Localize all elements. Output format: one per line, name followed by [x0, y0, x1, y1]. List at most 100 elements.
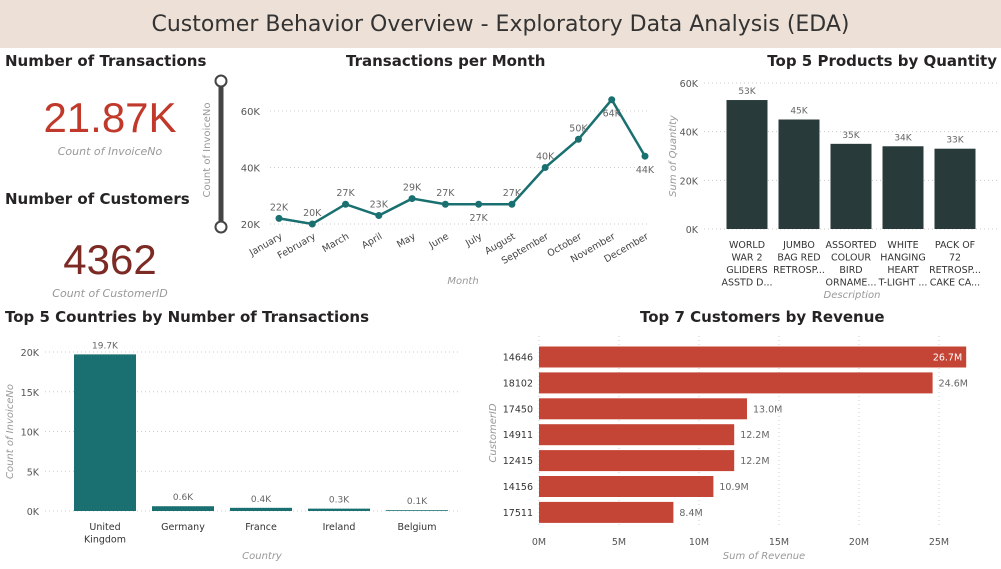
data-point	[375, 212, 383, 220]
data-label: 40K	[536, 152, 555, 163]
data-point	[308, 220, 316, 228]
y-tick-label: 20K	[241, 220, 261, 231]
y-tick-label: 20K	[680, 176, 699, 187]
bar	[882, 146, 924, 229]
slider-handle-bottom[interactable]	[214, 220, 228, 234]
y-tick-label: 17511	[503, 508, 533, 519]
y-axis-title: Sum of Quantity	[668, 114, 679, 197]
bar	[778, 119, 820, 229]
y-tick-label: 0K	[27, 507, 40, 518]
data-point	[275, 214, 283, 222]
bar	[152, 506, 214, 511]
line-chart-title: Transactions per Month	[346, 52, 546, 70]
slider-handle-top[interactable]	[214, 74, 228, 88]
kpi-transactions-title: Number of Transactions	[5, 52, 207, 70]
data-label: 34K	[894, 133, 912, 143]
data-label: 8.4M	[679, 508, 702, 519]
x-tick-label: Kingdom	[84, 535, 126, 546]
x-tick-label: BAG RED	[777, 253, 820, 264]
x-tick-label: CAKE CA...	[930, 278, 980, 289]
x-tick-label: T-LIGHT ...	[878, 278, 928, 289]
data-label: 33K	[946, 136, 964, 146]
x-tick-label: 0M	[532, 537, 546, 548]
data-label: 64K	[603, 109, 622, 120]
data-label: 27K	[469, 213, 488, 224]
data-label: 0.6K	[173, 493, 194, 503]
data-label: 35K	[842, 131, 860, 141]
data-label: 45K	[790, 107, 808, 117]
x-tick-label: June	[427, 231, 451, 251]
x-axis-title: Country	[242, 551, 283, 562]
report-title-bar: Customer Behavior Overview - Exploratory…	[0, 0, 1001, 48]
data-point	[541, 164, 549, 171]
x-tick-label: 72	[949, 253, 961, 264]
products-chart-title: Top 5 Products by Quantity	[767, 52, 997, 70]
x-tick-label: March	[320, 231, 351, 255]
bar	[726, 100, 768, 230]
data-point	[342, 200, 350, 208]
x-tick-label: WHITE	[887, 240, 918, 251]
customers-chart-title: Top 7 Customers by Revenue	[640, 308, 885, 326]
y-tick-label: 18102	[503, 378, 533, 389]
data-point	[408, 195, 416, 203]
data-label: 24.6M	[939, 378, 968, 389]
x-tick-label: Belgium	[398, 522, 437, 533]
y-tick-label: 60K	[241, 107, 261, 118]
data-point	[574, 135, 582, 143]
kpi-customers-title: Number of Customers	[5, 190, 190, 208]
x-tick-label: WORLD	[729, 240, 765, 251]
bar	[539, 476, 714, 497]
data-label: 53K	[738, 87, 756, 97]
x-tick-label: ORNAME...	[826, 278, 877, 289]
report-title: Customer Behavior Overview - Exploratory…	[151, 11, 850, 37]
data-label: 0.4K	[251, 495, 272, 505]
kpi-transactions-caption: Count of InvoiceNo	[57, 145, 163, 158]
y-axis-title: Count of InvoiceNo	[5, 384, 16, 479]
data-point	[508, 200, 516, 208]
data-label: 44K	[636, 165, 655, 176]
y-axis-title: CustomerID	[488, 403, 499, 463]
x-tick-label: 10M	[689, 537, 709, 548]
data-label: 22K	[270, 202, 289, 213]
x-tick-label: HEART	[887, 265, 919, 276]
data-label: 27K	[336, 188, 355, 199]
x-tick-label: WAR 2	[731, 253, 762, 264]
y-tick-label: 14156	[503, 482, 533, 493]
data-label: 12.2M	[740, 456, 769, 467]
data-label: 26.7M	[933, 353, 962, 364]
y-tick-label: 60K	[680, 79, 699, 90]
x-tick-label: JUMBO	[782, 240, 815, 251]
x-tick-label: United	[89, 522, 120, 533]
x-tick-label: France	[245, 522, 277, 533]
x-tick-label: 20M	[849, 537, 869, 548]
bar	[539, 424, 735, 446]
data-point	[441, 200, 449, 208]
data-label: 23K	[370, 200, 389, 211]
y-tick-label: 40K	[680, 128, 699, 139]
x-tick-label: Ireland	[323, 522, 356, 533]
kpi-customers-value: 4362	[63, 236, 157, 283]
y-tick-label: 20K	[21, 348, 40, 359]
bar	[308, 508, 370, 511]
x-tick-label: HANGING	[880, 253, 925, 264]
y-tick-label: 14646	[503, 353, 533, 364]
x-tick-label: May	[395, 231, 418, 251]
y-tick-label: 5K	[27, 467, 40, 478]
data-label: 13.0M	[753, 404, 782, 415]
x-tick-label: BIRD	[839, 265, 862, 276]
data-label: 20K	[303, 208, 322, 219]
bar	[386, 510, 448, 511]
x-tick-label: GLIDERS	[726, 265, 767, 276]
bar	[539, 450, 735, 472]
x-axis-title: Description	[824, 290, 881, 301]
y-range-slider[interactable]	[214, 74, 228, 234]
series-line	[278, 97, 647, 226]
x-tick-label: PACK OF	[935, 240, 975, 251]
x-tick-label: 15M	[769, 537, 789, 548]
data-label: 10.9M	[719, 482, 748, 493]
data-label: 19.7K	[92, 341, 119, 351]
bar	[539, 372, 933, 394]
bar	[539, 501, 674, 523]
x-tick-label: July	[463, 231, 484, 250]
